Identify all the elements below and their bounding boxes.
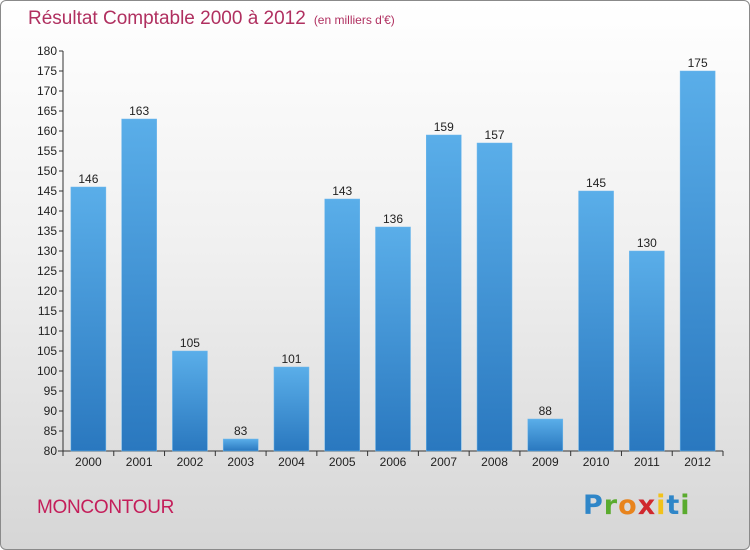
logo-letter: x xyxy=(637,490,657,521)
y-tick-label: 85 xyxy=(44,424,58,438)
y-tick-label: 80 xyxy=(44,444,58,458)
bar xyxy=(426,134,462,452)
y-tick-label: 130 xyxy=(37,244,57,258)
logo-letter: i xyxy=(680,490,691,521)
bar xyxy=(121,118,157,452)
bar xyxy=(527,418,564,452)
data-label: 163 xyxy=(129,104,149,118)
proxiti-logo: Proxiti xyxy=(583,490,691,521)
x-tick-label: 2000 xyxy=(75,455,102,469)
bar xyxy=(679,70,716,452)
y-tick-label: 125 xyxy=(37,264,57,278)
bar xyxy=(70,186,107,452)
bar xyxy=(324,198,360,452)
commune-name: MONCONTOUR xyxy=(37,497,175,518)
data-label: 105 xyxy=(180,336,200,350)
y-tick-label: 165 xyxy=(37,104,57,118)
data-label: 101 xyxy=(281,352,301,366)
chart-title-block: Résultat Comptable 2000 à 2012 (en millie… xyxy=(28,8,395,30)
y-tick-label: 155 xyxy=(37,144,57,158)
data-label: 146 xyxy=(78,172,98,186)
x-tick-label: 2006 xyxy=(380,455,407,469)
data-label: 136 xyxy=(383,212,403,226)
x-tick-label: 2001 xyxy=(126,455,153,469)
bar xyxy=(476,142,513,452)
y-tick-label: 160 xyxy=(37,124,57,138)
y-tick-label: 120 xyxy=(37,284,57,298)
y-tick-label: 140 xyxy=(37,204,57,218)
logo-letter: t xyxy=(666,490,681,521)
data-label: 83 xyxy=(234,424,248,438)
y-tick-label: 100 xyxy=(37,364,57,378)
y-tick-label: 145 xyxy=(37,184,57,198)
data-label: 175 xyxy=(688,56,708,70)
x-tick-label: 2007 xyxy=(430,455,457,469)
bar xyxy=(222,438,259,452)
bar xyxy=(578,190,614,452)
chart-subtitle: (en milliers d'€) xyxy=(313,13,395,27)
y-tick-label: 105 xyxy=(37,344,57,358)
logo-letter: P xyxy=(583,490,604,521)
data-label: 88 xyxy=(539,404,553,418)
logo-letter: r xyxy=(603,490,619,521)
logo-letter: o xyxy=(618,490,638,521)
x-tick-label: 2002 xyxy=(177,455,204,469)
y-tick-label: 95 xyxy=(44,384,58,398)
x-tick-label: 2010 xyxy=(583,455,610,469)
x-tick-label: 2003 xyxy=(227,455,254,469)
bar xyxy=(172,350,208,452)
x-tick-label: 2005 xyxy=(329,455,356,469)
bar xyxy=(375,226,411,452)
y-tick-label: 175 xyxy=(37,64,57,78)
data-label: 145 xyxy=(586,176,606,190)
data-label: 143 xyxy=(332,184,352,198)
x-tick-label: 2012 xyxy=(684,455,711,469)
data-label: 159 xyxy=(434,120,454,134)
bar xyxy=(273,366,310,452)
x-tick-label: 2009 xyxy=(532,455,559,469)
y-tick-label: 90 xyxy=(44,404,58,418)
x-tick-label: 2008 xyxy=(481,455,508,469)
x-tick-label: 2004 xyxy=(278,455,305,469)
bar xyxy=(629,250,665,452)
chart-title: Résultat Comptable 2000 à 2012 xyxy=(28,8,306,29)
y-tick-label: 170 xyxy=(37,84,57,98)
y-tick-label: 180 xyxy=(37,44,57,58)
data-label: 130 xyxy=(637,236,657,250)
data-label: 157 xyxy=(485,128,505,142)
chart-labels: 146 2000 163 2001 105 2002 83 2003 101 2004 143 200… xyxy=(75,56,711,469)
y-tick-label: 135 xyxy=(37,224,57,238)
x-tick-label: 2011 xyxy=(634,455,660,469)
y-tick-label: 115 xyxy=(38,304,57,318)
logo-letter: i xyxy=(656,490,667,521)
y-tick-label: 110 xyxy=(38,324,57,338)
y-tick-label: 150 xyxy=(37,164,57,178)
chart-bars xyxy=(70,70,716,452)
